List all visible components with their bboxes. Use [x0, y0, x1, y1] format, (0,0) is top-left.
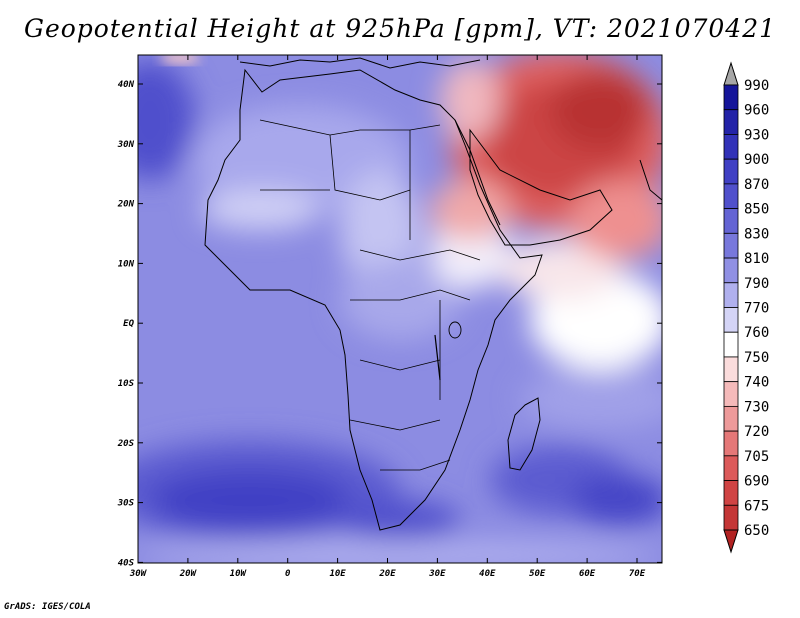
grads-credit: GrADS: IGES/COLA: [4, 602, 91, 612]
colorbar-swatch: [723, 257, 739, 284]
colorbar-swatch: [723, 84, 739, 111]
colorbar-swatch: [723, 331, 739, 358]
colorbar-swatch: [723, 480, 739, 506]
lon-label: 20E: [378, 569, 396, 579]
lon-label: 10W: [230, 569, 248, 579]
lon-label: 50E: [529, 569, 546, 579]
lon-label: 30E: [428, 569, 446, 579]
colorbar-swatch: [723, 282, 739, 308]
colorbar-swatch: [723, 455, 739, 481]
lat-label: 20N: [117, 200, 135, 210]
colorbar-under-triangle: [723, 529, 739, 554]
lon-label: 20W: [179, 569, 198, 579]
colorbar-swatch: [723, 109, 739, 135]
lon-label: 40E: [479, 569, 496, 579]
colorbar-swatch: [723, 183, 739, 210]
map-frame: [137, 54, 663, 564]
colorbar-swatch: [723, 430, 739, 457]
lon-label: 0: [285, 569, 291, 579]
colorbar-label: 720: [744, 424, 769, 440]
colorbar-label: 790: [744, 276, 769, 292]
colorbar-swatch: [723, 134, 739, 160]
colorbar-label: 830: [744, 226, 769, 242]
map-title: Geopotential Height at 925hPa [gpm], VT:…: [23, 14, 777, 43]
height-field-shading: [138, 55, 662, 563]
colorbar-swatch: [723, 356, 739, 383]
colorbar-swatch: [723, 158, 739, 185]
coastlines: [204, 57, 662, 531]
lat-label: 30N: [117, 140, 135, 150]
lon-label: 10E: [329, 569, 346, 579]
colorbar-label: 760: [744, 325, 769, 341]
colorbar-label: 705: [744, 449, 769, 465]
lat-label: EQ: [123, 319, 134, 329]
lat-label: 20S: [117, 439, 135, 449]
colorbar-over-triangle: [723, 61, 739, 86]
colorbar-swatch: [723, 405, 739, 432]
colorbar-label: 900: [744, 152, 769, 168]
colorbar-label: 960: [744, 103, 769, 119]
colorbar-swatch: [723, 232, 739, 259]
colorbar-label: 690: [744, 474, 769, 490]
lat-label: 40N: [118, 80, 135, 90]
colorbar-label: 810: [744, 251, 769, 267]
lon-label: 70E: [629, 569, 646, 579]
colorbar-swatch: [723, 381, 739, 407]
colorbar-label: 675: [744, 498, 769, 514]
colorbar-label: 730: [744, 399, 769, 415]
colorbar-label: 930: [744, 127, 769, 143]
lat-label: 40S: [118, 558, 135, 568]
colorbar-label: 740: [744, 375, 769, 391]
colorbar-label: 650: [744, 523, 769, 539]
colorbar-label: 750: [744, 350, 769, 366]
colorbar-swatch: [723, 504, 739, 531]
colorbar-swatch: [723, 307, 739, 333]
colorbar-swatch: [723, 208, 739, 234]
colorbar-label: 770: [744, 301, 769, 317]
lon-label: 30W: [129, 569, 148, 579]
colorbar-label: 990: [744, 78, 769, 94]
colorbar: 990 960 930 900 870 850 830 810 790 770 760 750 740 7…: [723, 61, 769, 554]
colorbar-label: 870: [744, 177, 769, 193]
lat-label: 30S: [117, 499, 135, 509]
lat-label: 10N: [118, 259, 135, 269]
colorbar-label: 850: [744, 202, 769, 218]
lat-label: 10S: [118, 379, 135, 389]
lon-label: 60E: [579, 569, 596, 579]
